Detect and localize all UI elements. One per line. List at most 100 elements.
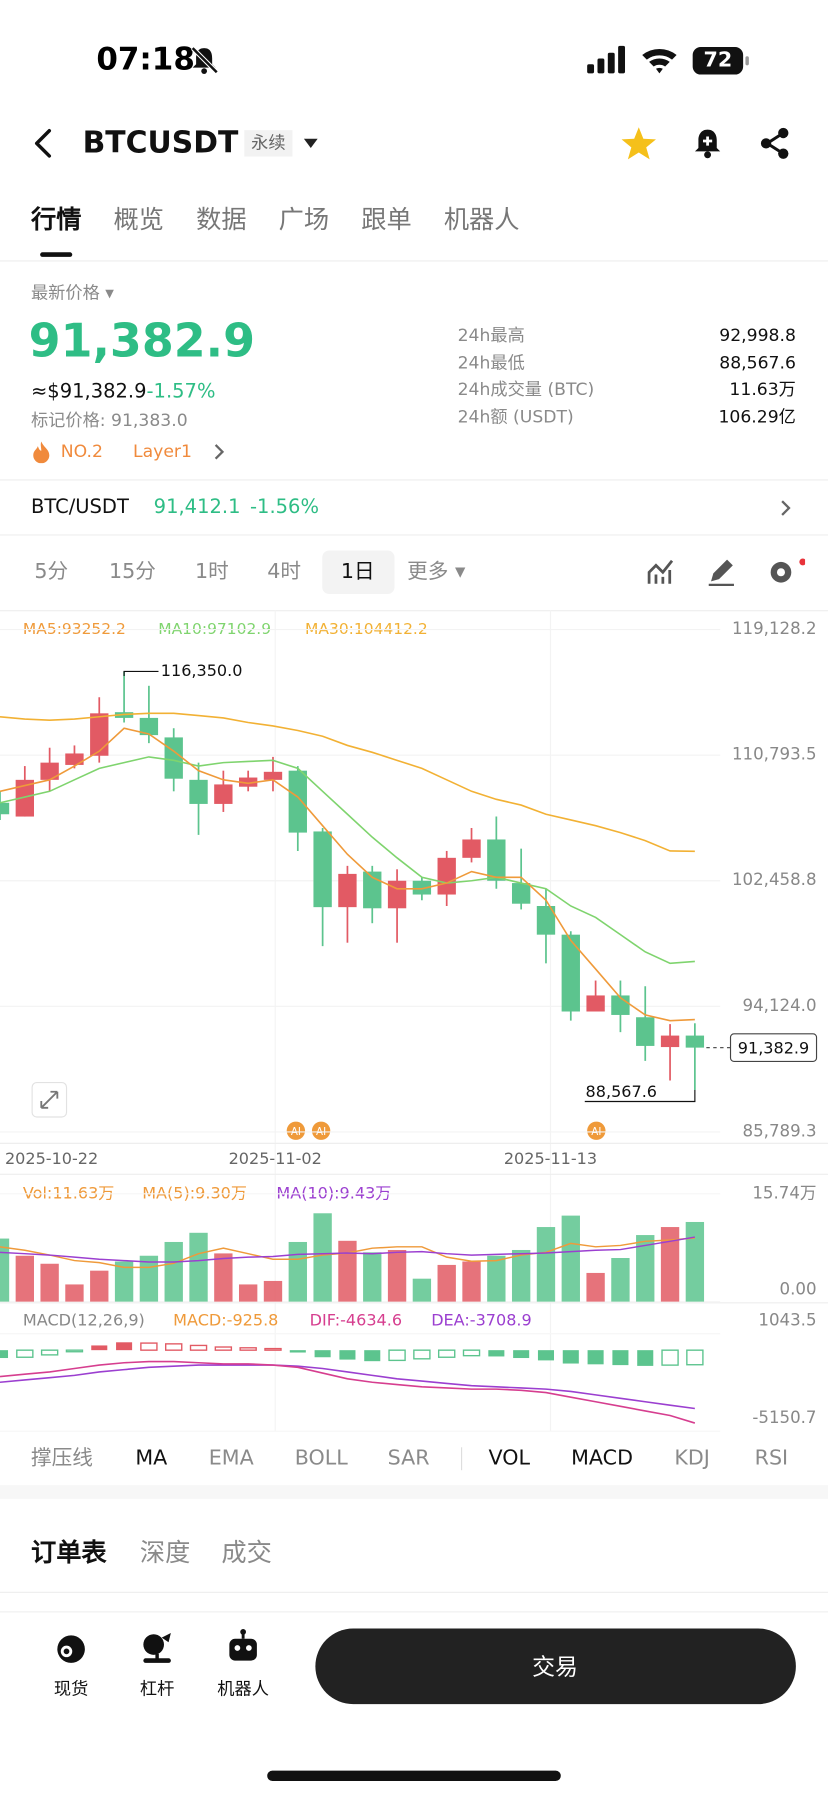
expand-icon[interactable]	[40, 1090, 59, 1109]
interval[interactable]: 15分	[108, 559, 156, 584]
price-label-text: 最新价格	[30, 282, 100, 304]
symbol[interactable]: BTCUSDT	[82, 126, 239, 161]
macd-bar	[40, 1349, 59, 1356]
macd-bar	[264, 1347, 282, 1351]
date-label: 2025-11-02	[229, 1149, 322, 1168]
nav-label[interactable]: 机器人	[217, 1678, 269, 1699]
divider	[0, 534, 828, 536]
tab[interactable]: 行情	[30, 206, 82, 236]
interval-selected-bg	[322, 550, 395, 595]
interval[interactable]: 4时	[267, 559, 301, 584]
last-price-label: 91,382.9	[738, 1038, 809, 1057]
macd-bar	[537, 1350, 555, 1361]
macd-bar	[488, 1350, 505, 1357]
candle-body	[338, 873, 357, 908]
candle-body	[90, 713, 109, 756]
indicator[interactable]: MACD	[571, 1446, 634, 1471]
book-tab[interactable]: 成交	[221, 1539, 272, 1568]
trade-button[interactable]	[315, 1628, 796, 1705]
macd-bar	[462, 1349, 481, 1357]
macd-bar	[116, 1342, 133, 1351]
candle-body	[586, 995, 605, 1012]
nav-label[interactable]: 现货	[53, 1678, 89, 1699]
status-icons	[587, 45, 749, 75]
trade-button-label[interactable]: 交易	[532, 1652, 578, 1681]
spot-icon[interactable]	[53, 1631, 90, 1668]
ai-badge[interactable]	[587, 1121, 606, 1140]
book-tab[interactable]: 订单表	[30, 1539, 107, 1568]
candle-body	[462, 839, 481, 858]
contract-tag: 永续	[244, 130, 293, 157]
y-tick-label: 94,124.0	[743, 996, 817, 1015]
interval[interactable]: 1时	[194, 559, 229, 584]
macd-bar	[91, 1345, 108, 1351]
candle-body	[263, 771, 283, 780]
bot-icon[interactable]	[225, 1628, 262, 1665]
macd-bar	[339, 1350, 356, 1360]
indicator[interactable]: 撑压线	[30, 1446, 93, 1471]
spot-pair[interactable]: BTC/USDT	[30, 495, 129, 519]
indicator[interactable]: KDJ	[674, 1446, 710, 1471]
macd-bar	[637, 1350, 654, 1366]
volume-bar	[214, 1253, 233, 1302]
ai-badge[interactable]	[311, 1121, 331, 1140]
volume-bar	[363, 1252, 382, 1302]
y-tick-label: 15.74万	[752, 1183, 816, 1202]
volume-bar	[90, 1270, 109, 1302]
expand-button[interactable]	[31, 1082, 68, 1118]
symbol-dropdown[interactable]	[302, 135, 320, 151]
book-tab[interactable]: 深度	[139, 1539, 191, 1568]
candle-body	[65, 753, 84, 765]
candle-body	[139, 717, 159, 736]
y-tick-label: -5150.7	[752, 1408, 816, 1427]
macd-bar	[0, 1350, 9, 1359]
indicator[interactable]: SAR	[387, 1446, 430, 1471]
ai-badge[interactable]	[286, 1121, 306, 1140]
margin-icon[interactable]	[139, 1631, 176, 1668]
volume-bar	[586, 1272, 605, 1302]
sector-tag[interactable]: Layer1	[133, 440, 192, 462]
low-marker	[584, 1090, 696, 1103]
tab[interactable]: 跟单	[361, 206, 412, 236]
favorite-star[interactable]	[620, 125, 657, 162]
indicator[interactable]: BOLL	[294, 1446, 348, 1471]
nav-label[interactable]: 杠杆	[139, 1678, 175, 1699]
tab[interactable]: 机器人	[443, 206, 520, 236]
tab[interactable]: 广场	[278, 206, 330, 236]
chart-tools[interactable]	[645, 556, 806, 588]
indicator[interactable]: VOL	[488, 1446, 531, 1471]
volume-bar	[511, 1249, 531, 1302]
candle-body	[288, 770, 307, 833]
candle-body	[487, 839, 506, 881]
volume-bar	[263, 1280, 283, 1302]
mute-icon	[191, 46, 219, 74]
section-gap	[0, 1485, 828, 1499]
tab[interactable]: 数据	[196, 206, 247, 236]
macd-label: MACD(12,26,9)	[23, 1311, 145, 1330]
price-usd-row: ≈$91,382.9-1.57%	[31, 382, 216, 401]
rank-tag[interactable]: NO.2	[60, 440, 103, 462]
macd-bar	[65, 1349, 84, 1353]
candle-body	[685, 1035, 705, 1048]
interval[interactable]: 5分	[34, 559, 69, 584]
chevron[interactable]	[778, 499, 794, 517]
share-button[interactable]	[758, 126, 792, 160]
high-marker	[123, 670, 159, 677]
back-button[interactable]	[28, 126, 62, 160]
volume-label: MA(10):9.43万	[276, 1183, 391, 1202]
candle-body	[189, 779, 208, 804]
volume-bar	[238, 1284, 258, 1302]
indicator[interactable]: MA	[135, 1446, 168, 1471]
tab[interactable]: 概览	[113, 206, 165, 236]
alert-bell[interactable]	[690, 126, 724, 160]
indicator[interactable]: EMA	[208, 1446, 254, 1471]
y-tick-label: 1043.5	[758, 1311, 816, 1330]
interval[interactable]: 1日	[340, 559, 375, 584]
volume-bar	[164, 1241, 183, 1302]
indicator[interactable]: RSI	[754, 1446, 789, 1471]
candle-body	[164, 737, 183, 779]
separator	[461, 1447, 463, 1471]
chevron[interactable]	[211, 443, 227, 461]
interval-more-text[interactable]: 更多	[407, 559, 449, 584]
interval-more[interactable]: 更多 ▾	[407, 559, 466, 584]
